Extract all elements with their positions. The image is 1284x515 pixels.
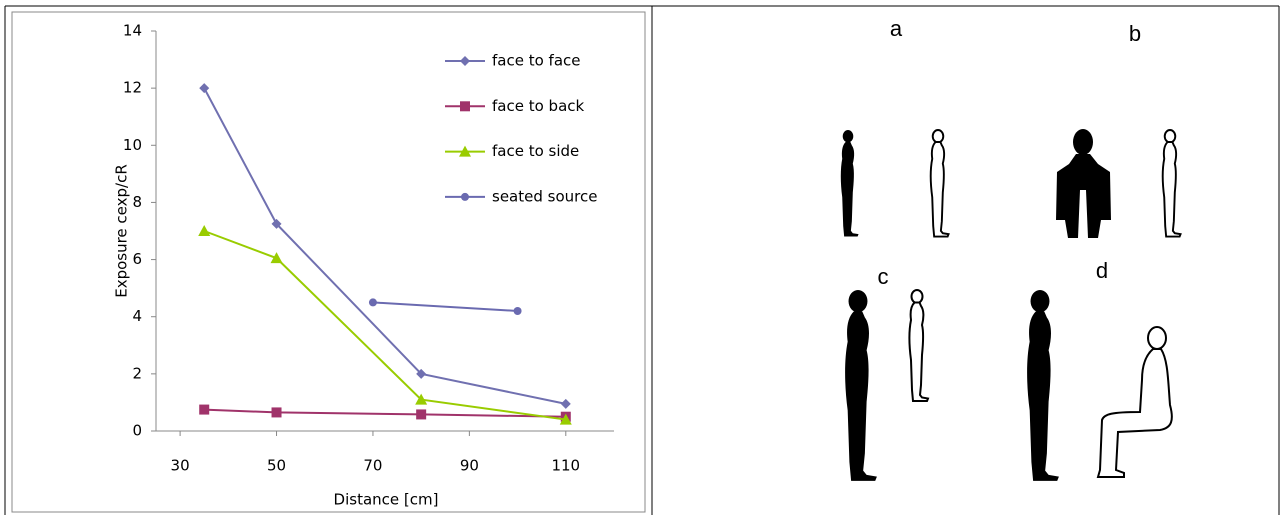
marker bbox=[271, 407, 282, 418]
marker bbox=[416, 368, 427, 379]
panel-label: a bbox=[890, 16, 903, 41]
y-tick-label: 2 bbox=[132, 364, 142, 382]
legend-marker bbox=[459, 145, 471, 157]
marker bbox=[416, 409, 427, 420]
marker bbox=[271, 218, 282, 229]
legend-marker bbox=[460, 101, 470, 112]
legend-label: face to face bbox=[492, 52, 581, 70]
legend-label: seated source bbox=[492, 187, 597, 205]
x-tick-label: 50 bbox=[267, 457, 286, 475]
x-tick-label: 110 bbox=[551, 457, 580, 475]
silhouette-black bbox=[840, 130, 859, 237]
silhouette-white bbox=[1161, 129, 1182, 238]
chart-area bbox=[11, 11, 646, 513]
panel-label: c bbox=[878, 264, 889, 289]
series-line bbox=[203, 87, 566, 405]
silhouette-white bbox=[908, 289, 929, 402]
x-axis-label: Distance [cm] bbox=[334, 491, 439, 509]
legend-marker bbox=[460, 56, 470, 66]
marker bbox=[513, 307, 522, 315]
silhouette-white bbox=[929, 129, 950, 238]
legend-label: face to side bbox=[492, 142, 579, 160]
series-line bbox=[204, 408, 566, 418]
y-tick-label: 8 bbox=[132, 193, 142, 211]
legend-marker bbox=[461, 192, 469, 201]
illustration: a b c d bbox=[840, 16, 1182, 481]
marker bbox=[199, 83, 210, 94]
marker bbox=[199, 404, 210, 415]
legend-label: face to back bbox=[492, 97, 585, 115]
y-tick-label: 4 bbox=[132, 307, 142, 325]
silhouette-black bbox=[845, 290, 877, 481]
silhouette-back bbox=[1056, 129, 1111, 238]
x-tick-label: 70 bbox=[363, 457, 382, 475]
y-tick-label: 6 bbox=[132, 250, 142, 268]
y-tick-label: 0 bbox=[132, 422, 142, 440]
series-line bbox=[372, 301, 518, 312]
marker bbox=[559, 413, 572, 425]
y-tick-label: 14 bbox=[123, 22, 142, 40]
series-line bbox=[203, 230, 566, 421]
silhouette-seated bbox=[1096, 326, 1173, 478]
marker bbox=[270, 252, 283, 264]
marker bbox=[368, 298, 377, 307]
y-axis-label: Exposure cexp/cR bbox=[113, 164, 131, 298]
x-tick-label: 30 bbox=[171, 457, 190, 475]
marker bbox=[560, 398, 571, 409]
panel-label: d bbox=[1096, 258, 1108, 283]
silhouette-black bbox=[1027, 290, 1059, 481]
y-tick-label: 10 bbox=[123, 136, 142, 154]
panel-label: b bbox=[1129, 21, 1141, 46]
x-tick-label: 90 bbox=[460, 457, 479, 475]
marker bbox=[198, 225, 211, 236]
marker bbox=[415, 393, 428, 405]
y-tick-label: 12 bbox=[123, 79, 142, 97]
